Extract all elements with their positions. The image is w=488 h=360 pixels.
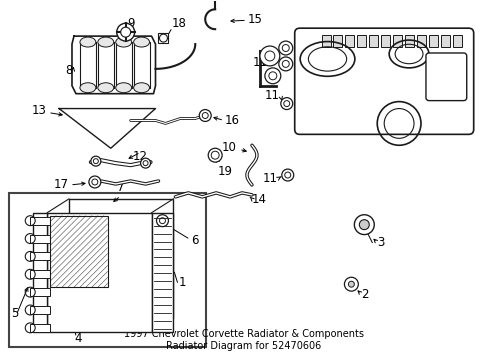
- Text: 16: 16: [224, 114, 240, 127]
- Text: 14: 14: [251, 193, 266, 206]
- Text: 19: 19: [218, 165, 233, 178]
- FancyBboxPatch shape: [425, 53, 466, 100]
- Text: 10: 10: [222, 141, 237, 154]
- Bar: [30, 252, 50, 260]
- Text: 18: 18: [171, 17, 186, 30]
- Text: 2: 2: [361, 288, 368, 301]
- Bar: [440, 35, 449, 47]
- Bar: [428, 35, 437, 47]
- FancyBboxPatch shape: [294, 28, 473, 134]
- Circle shape: [359, 220, 368, 230]
- Circle shape: [347, 281, 354, 287]
- Text: 4: 4: [75, 332, 82, 345]
- Bar: [345, 35, 354, 47]
- Circle shape: [91, 156, 101, 166]
- Text: 11: 11: [264, 89, 279, 102]
- Circle shape: [278, 57, 292, 71]
- Bar: [33, 213, 47, 332]
- Text: 11: 11: [262, 171, 277, 185]
- Text: 8: 8: [65, 64, 73, 77]
- Bar: [98, 42, 114, 88]
- Bar: [116, 42, 131, 88]
- Text: 15: 15: [247, 13, 263, 26]
- Circle shape: [199, 109, 211, 121]
- Ellipse shape: [80, 83, 96, 93]
- Circle shape: [354, 215, 373, 235]
- Ellipse shape: [133, 37, 149, 47]
- Bar: [80, 42, 96, 88]
- Circle shape: [264, 68, 280, 84]
- Bar: [133, 42, 149, 88]
- Bar: [30, 306, 50, 314]
- Ellipse shape: [133, 83, 149, 93]
- Circle shape: [208, 148, 222, 162]
- Text: 1: 1: [178, 276, 185, 289]
- Bar: [30, 270, 50, 278]
- Bar: [368, 35, 377, 47]
- Bar: [158, 33, 168, 43]
- Text: 13: 13: [31, 104, 46, 117]
- Bar: [404, 35, 413, 47]
- Circle shape: [260, 46, 279, 66]
- Bar: [30, 288, 50, 296]
- Bar: [30, 235, 50, 243]
- Bar: [452, 35, 461, 47]
- Bar: [30, 324, 50, 332]
- Ellipse shape: [116, 83, 131, 93]
- Bar: [392, 35, 401, 47]
- Text: 11: 11: [252, 57, 267, 69]
- Text: 12: 12: [133, 150, 148, 163]
- Text: 6: 6: [191, 234, 199, 247]
- Bar: [416, 35, 425, 47]
- Bar: [357, 35, 366, 47]
- Ellipse shape: [98, 83, 114, 93]
- Bar: [321, 35, 330, 47]
- Circle shape: [141, 158, 150, 168]
- Bar: [381, 35, 389, 47]
- Ellipse shape: [80, 37, 96, 47]
- Bar: [30, 217, 50, 225]
- Bar: [9, 193, 206, 347]
- Text: 17: 17: [54, 179, 69, 192]
- Circle shape: [89, 176, 101, 188]
- Text: 1997 Chevrolet Corvette Radiator & Components
Radiator Diagram for 52470606: 1997 Chevrolet Corvette Radiator & Compo…: [124, 329, 363, 351]
- Bar: [151, 213, 173, 332]
- Bar: [47, 213, 151, 332]
- Circle shape: [280, 98, 292, 109]
- Bar: [69, 199, 173, 318]
- Circle shape: [344, 277, 358, 291]
- Text: 9: 9: [127, 17, 134, 30]
- Ellipse shape: [98, 37, 114, 47]
- Text: 5: 5: [11, 307, 18, 320]
- Bar: [333, 35, 342, 47]
- Text: 7: 7: [117, 181, 124, 194]
- Circle shape: [281, 169, 293, 181]
- Circle shape: [278, 41, 292, 55]
- Bar: [50, 216, 107, 287]
- Circle shape: [117, 23, 134, 41]
- Text: 3: 3: [376, 236, 384, 249]
- Ellipse shape: [116, 37, 131, 47]
